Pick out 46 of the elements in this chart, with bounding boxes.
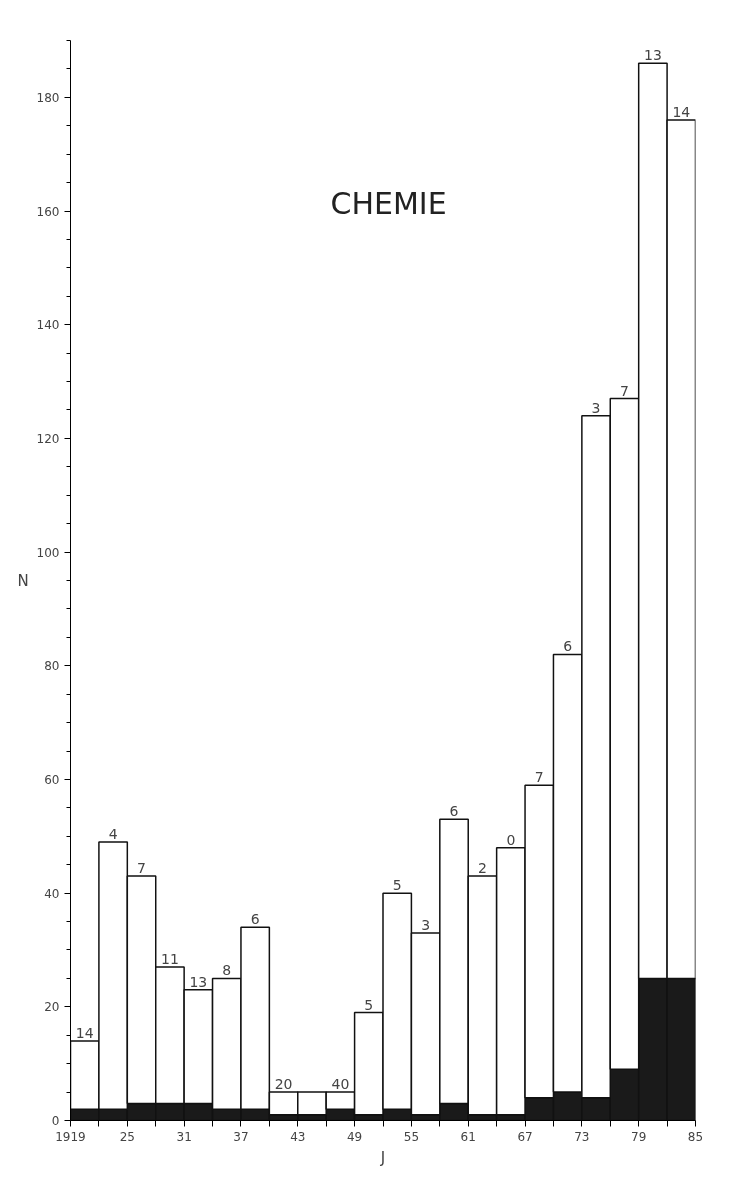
annotation: 3	[421, 916, 431, 933]
x-tick-label: 79	[631, 1129, 647, 1144]
y-tick-label: 160	[36, 204, 60, 219]
y-tick-label: 40	[44, 886, 60, 901]
x-tick-label: 55	[403, 1129, 420, 1144]
annotation: 14	[672, 104, 691, 121]
text: CHEMIE	[330, 185, 447, 221]
x-tick-label: 43	[290, 1129, 306, 1144]
annotation: 5	[392, 877, 402, 894]
x-tick-label: 61	[460, 1129, 476, 1144]
annotation: 2	[477, 860, 487, 877]
y-tick-label: 180	[36, 90, 60, 105]
annotation: 14	[75, 1024, 94, 1041]
annotation: 40	[331, 1076, 350, 1093]
y-tick-label: 140	[36, 318, 60, 333]
annotation: 6	[250, 911, 260, 928]
x-tick-label: 25	[119, 1129, 135, 1144]
x-tick-label: 31	[176, 1129, 192, 1144]
y-axis-title: N	[17, 571, 29, 590]
y-tick-label: 20	[44, 1000, 60, 1015]
y-tick-label: 0	[51, 1114, 60, 1128]
annotation: 13	[189, 973, 208, 990]
annotation: 13	[643, 47, 662, 64]
x-tick-label: 1919	[55, 1129, 86, 1144]
x-tick-label: 85	[687, 1129, 704, 1144]
annotation: 3	[591, 399, 601, 416]
annotation: 20	[274, 1076, 293, 1093]
annotation: 7	[534, 769, 544, 786]
x-axis-title: J	[379, 1148, 386, 1167]
annotation: 6	[563, 638, 573, 655]
annotation: 7	[137, 860, 146, 877]
x-tick-label: 67	[517, 1129, 533, 1144]
x-tick-label: 49	[346, 1129, 363, 1144]
annotation: 6	[449, 803, 459, 820]
y-tick-label: 80	[44, 659, 60, 674]
x-tick-label: 37	[233, 1129, 249, 1144]
annotation: 7	[620, 382, 629, 399]
annotation: 4	[108, 825, 118, 842]
annotation: 5	[364, 996, 374, 1013]
annotation: 0	[506, 831, 516, 848]
annotation: 8	[222, 962, 232, 979]
y-tick-label: 100	[36, 545, 60, 560]
y-tick-label: 120	[36, 431, 60, 446]
x-tick-label: 73	[574, 1129, 590, 1144]
annotation: 11	[161, 951, 179, 968]
y-tick-label: 60	[44, 772, 60, 787]
